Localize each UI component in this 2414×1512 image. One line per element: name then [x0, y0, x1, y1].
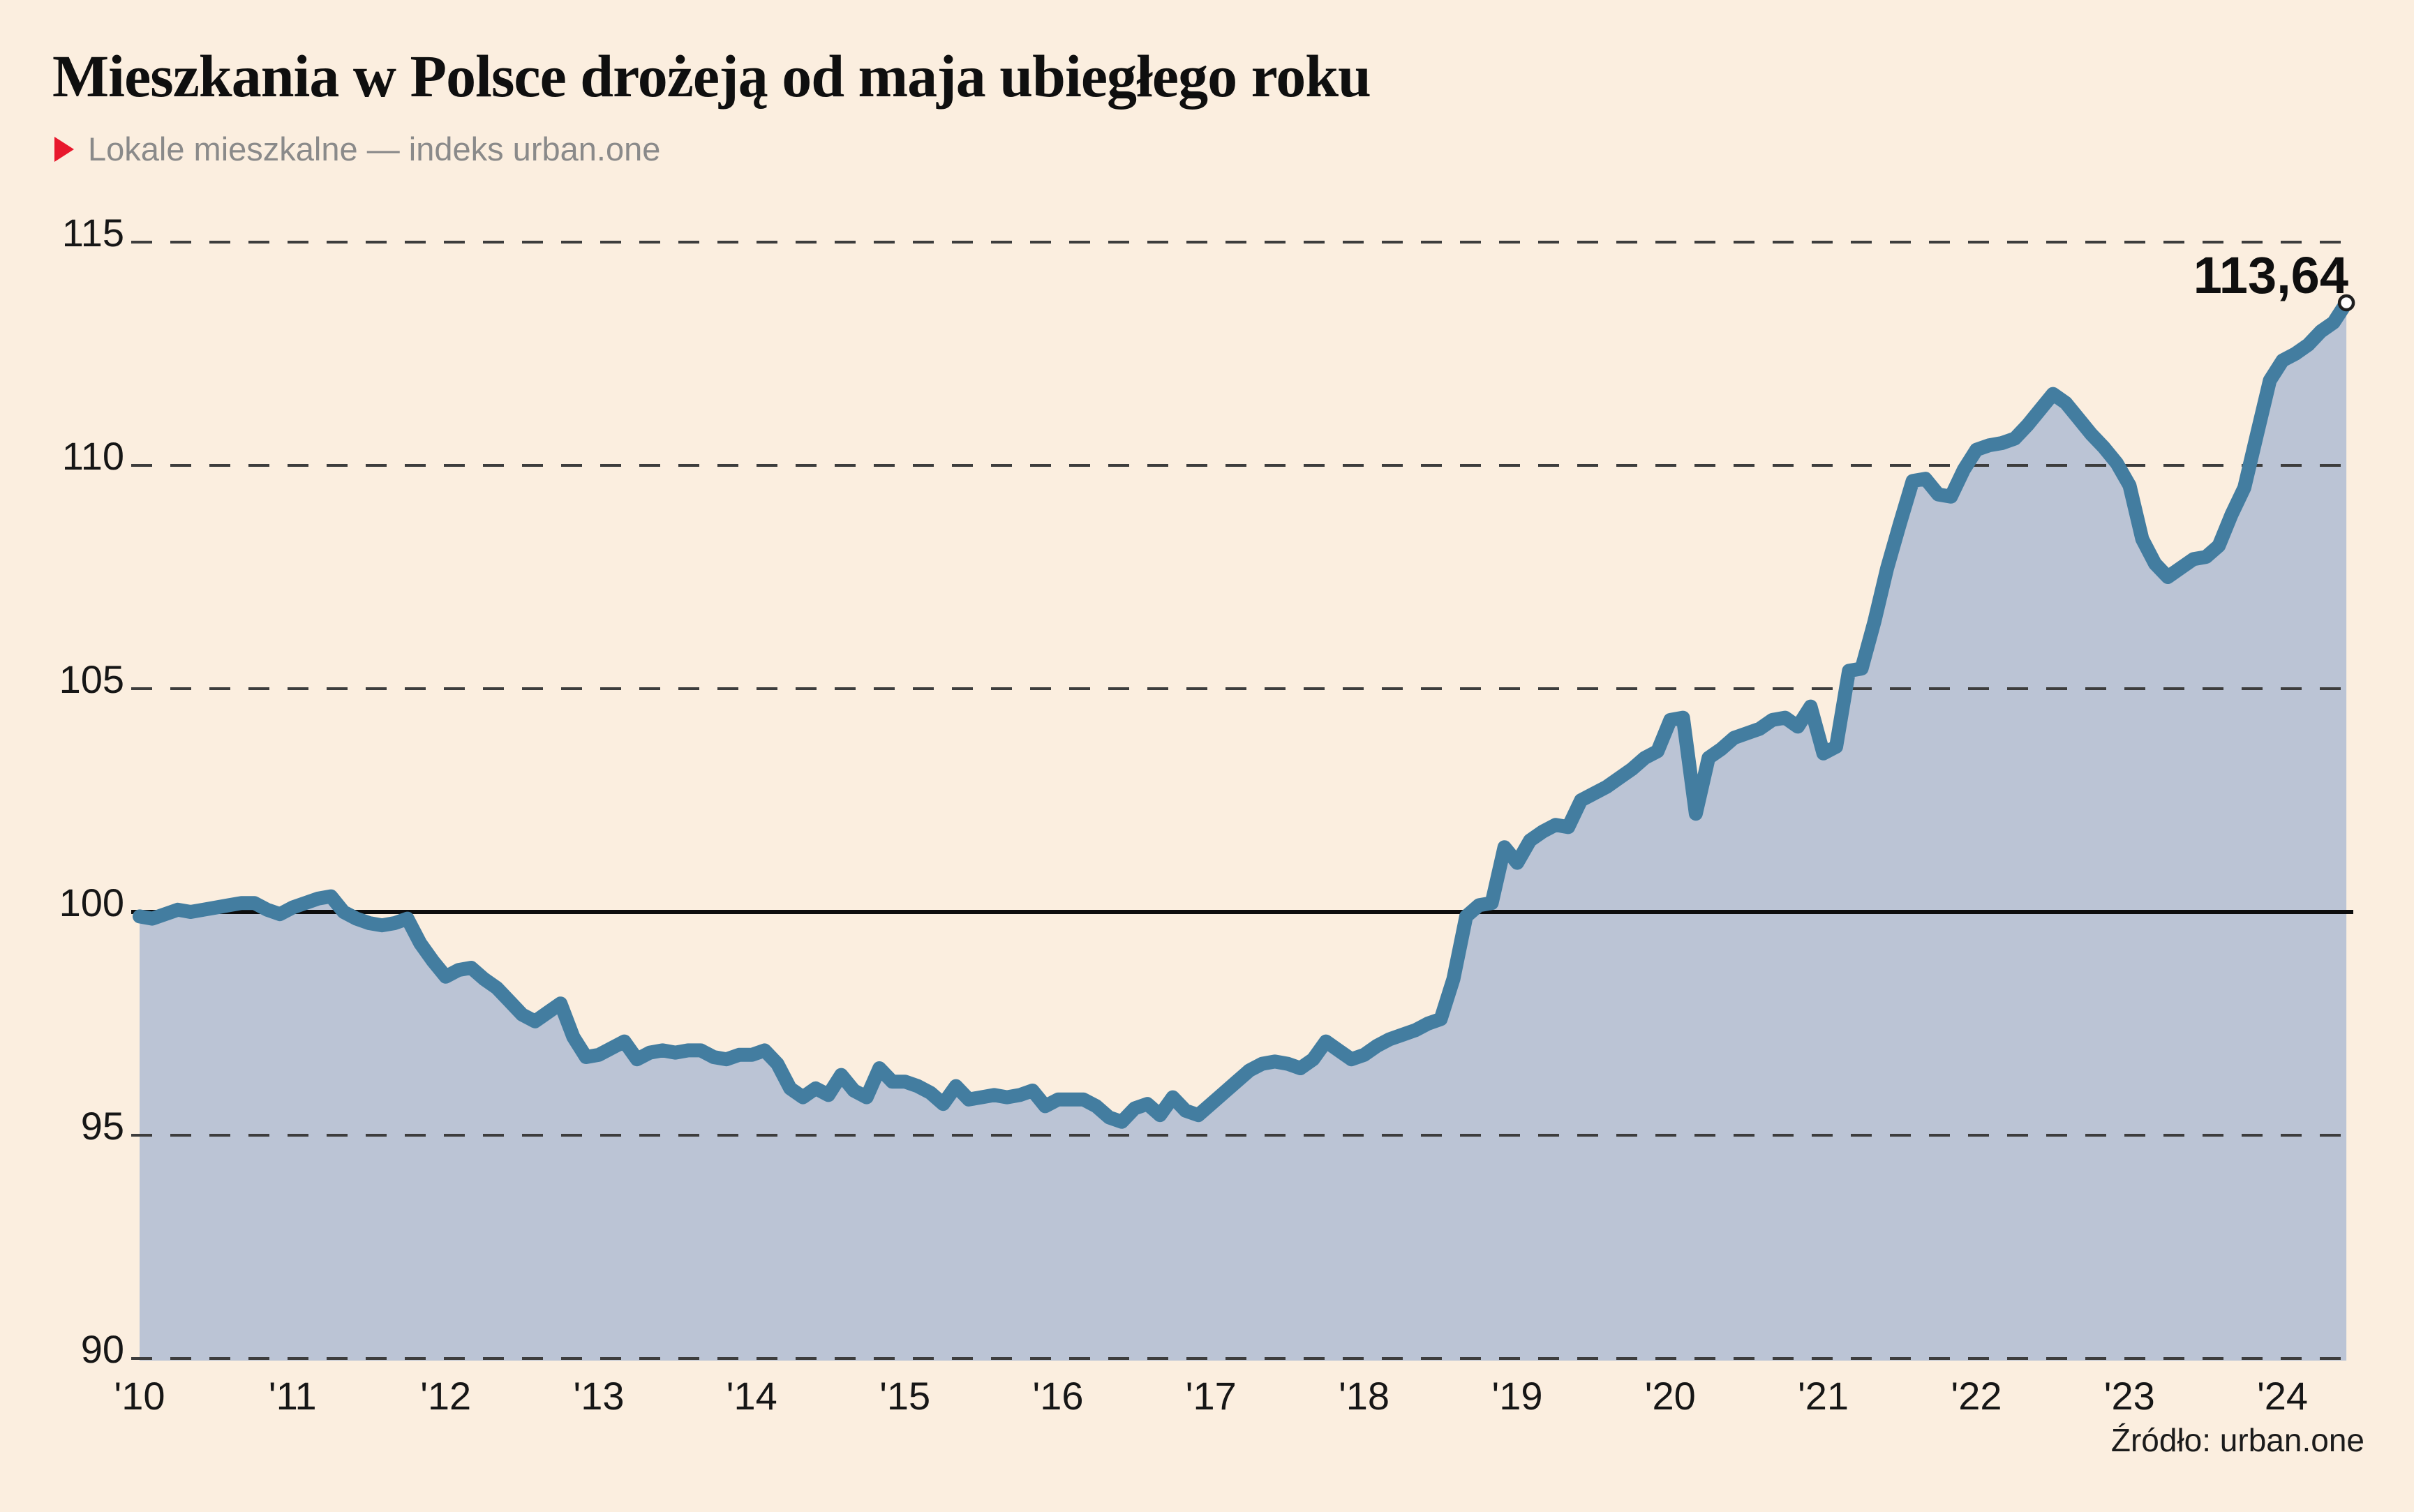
- red-triangle-icon: [54, 136, 74, 162]
- x-tick-label-23: '23: [2104, 1374, 2155, 1418]
- endpoint-marker: [2337, 294, 2355, 312]
- chart-subtitle-row: Lokale mieszkalne — indeks urban.one: [54, 130, 660, 168]
- gridlines: [131, 241, 2353, 1360]
- y-tick-label-105: 105: [59, 657, 124, 701]
- x-axis-labels: '10 '11 '12 '13 '14 '15 '16 '17 '18 '19 '20 '21 '22 '…: [114, 1374, 2309, 1418]
- x-tick-label-22: '22: [1951, 1374, 2002, 1418]
- x-tick-label-14: '14: [727, 1374, 777, 1418]
- x-tick-label-15: '15: [879, 1374, 930, 1418]
- x-tick-label-21: '21: [1798, 1374, 1849, 1418]
- x-tick-label-12: '12: [420, 1374, 471, 1418]
- x-tick-label-20: '20: [1645, 1374, 1696, 1418]
- x-tick-label-13: '13: [574, 1374, 625, 1418]
- x-tick-label-19: '19: [1492, 1374, 1543, 1418]
- x-tick-label-11: '11: [269, 1374, 317, 1418]
- y-axis-labels: 115 110 105 100 95 90: [59, 211, 124, 1371]
- last-value-label: 113,64: [2193, 246, 2348, 304]
- index-line: [133, 296, 2354, 1129]
- source-label: Źródło: urban.one: [2111, 1422, 2364, 1458]
- x-tick-label-16: '16: [1033, 1374, 1084, 1418]
- y-tick-label-115: 115: [62, 211, 124, 255]
- page-title: Mieszkania w Polsce drożeją od maja ubie…: [52, 43, 1371, 110]
- y-tick-label-90: 90: [81, 1327, 124, 1371]
- x-tick-label-17: '17: [1186, 1374, 1237, 1418]
- x-tick-label-18: '18: [1339, 1374, 1389, 1418]
- y-tick-label-100: 100: [59, 881, 124, 925]
- x-tick-label-10: '10: [114, 1374, 165, 1418]
- y-tick-label-110: 110: [62, 434, 124, 478]
- y-tick-label-95: 95: [81, 1104, 124, 1148]
- area-fill: [140, 303, 2347, 1361]
- chart-subtitle: Lokale mieszkalne — indeks urban.one: [88, 130, 661, 167]
- x-tick-label-24: '24: [2257, 1374, 2308, 1418]
